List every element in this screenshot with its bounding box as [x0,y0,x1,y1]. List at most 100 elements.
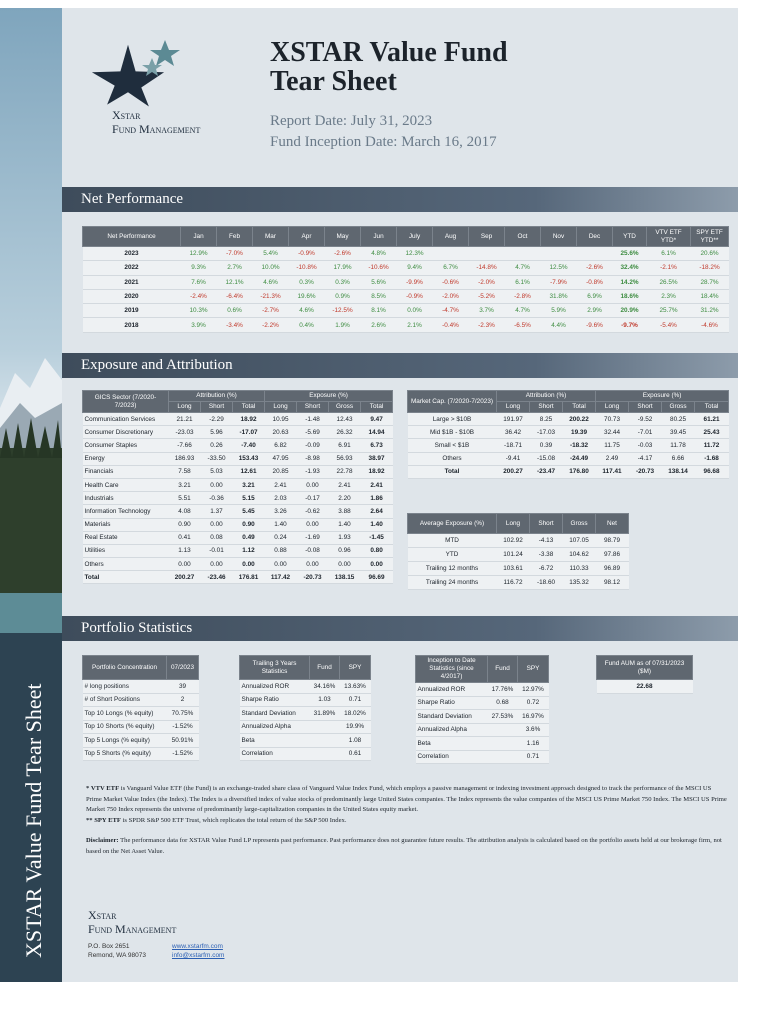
cell: 0.24 [264,531,297,545]
cell: -7.0% [216,246,253,262]
table-row: Mid $1B - $10B 36.42 -17.03 19.39 32.44 -7.01… [407,425,729,440]
row-label: Large > $10B [407,412,497,427]
header-cell: Mar [252,226,289,247]
footnote-text: is Vanguard Value ETF (the Fund) is an e… [86,785,727,813]
table-row: Annualized Alpha 19.9% [239,720,371,734]
cell: 0.00 [264,557,297,572]
header-row: Inception to Date Statistics (since 4/20… [415,655,549,683]
cell: 3.21 [168,478,201,493]
cell: 1.08 [339,733,371,748]
cell: -14.8% [468,260,505,276]
email-link[interactable]: info@xstarfm.com [172,952,225,959]
cell: -1.45 [360,531,393,545]
cell: 200.22 [562,412,596,427]
cell: -18.60 [529,575,563,590]
table-row: Real Estate 0.41 0.08 0.49 0.24 -1.69 1.93 -1.4… [82,531,393,545]
cell: 11.75 [595,438,629,453]
footnote-lead: * VTV ETF [86,785,120,792]
cell: 12.1% [216,275,253,290]
row-label: Correlation [239,747,310,761]
row-label: Top 5 Longs (% equity) [82,733,167,748]
cell: 20.63 [264,425,297,440]
title-line: Tear Sheet [270,66,397,97]
inception-date: Fund Inception Date: March 16, 2017 [270,134,497,150]
cell: 0.00 [200,478,233,493]
cell: 17.9% [324,260,361,276]
row-label: YTD [407,547,497,562]
cell: -0.09 [296,438,329,453]
cell: -6.72 [529,561,563,576]
data-table: Fund AUM as of 07/31/2023 ($M) 22.68 [596,655,693,694]
cell: -6.4% [216,289,253,305]
header-cell: Fund AUM as of 07/31/2023 ($M) [596,655,693,680]
cell: 8.5% [360,289,397,305]
cell: 96.69 [360,570,393,585]
table-body: Annualized ROR 34.16% 13.63% Sharpe Ratio 1.… [239,679,371,761]
cell: 14.94 [360,425,393,440]
table-row: Top 5 Shorts (% equity) -1.52% [82,747,199,761]
row-label: Top 10 Longs (% equity) [82,706,167,721]
table-row: Sharpe Ratio 1.03 0.71 [239,693,371,707]
cell: 22.78 [328,465,361,479]
cell: 101.24 [496,547,530,562]
cell: 10.3% [180,303,217,319]
cell: -8.98 [296,452,329,466]
cell: -4.7% [432,303,469,319]
cell: 135.32 [562,575,596,590]
cell: -24.49 [562,452,596,466]
cell: 6.82 [264,438,297,453]
cell: -5.4% [646,317,691,333]
cell: -21.3% [252,289,289,305]
cell: 50.91% [166,733,199,748]
cell: 0.80 [360,544,393,559]
cell: -23.47 [529,465,563,479]
logo-sub: Fund Management [112,122,201,136]
header-cell: Oct [504,226,541,247]
cell: 4.08 [168,504,201,519]
website-link[interactable]: www.xstarfm.com [172,943,223,950]
header-cell: 07/2023 [166,655,199,680]
footnote: * VTV ETF is Vanguard Value ETF (the Fun… [86,784,728,816]
header-cell: Total [694,401,730,413]
header-cell: Total [561,401,597,413]
table-row: Total 200.27 -23.46 176.81 117.42 -20.73 138.1… [82,570,393,585]
header-cell: Gross [328,401,362,413]
footer-links: www.xstarfm.com info@xstarfm.com [172,942,224,960]
table-row: 2023 12.9% -7.0% 5.4% -0.9% -2.6% 4.8% 12.3% 25.… [82,246,729,262]
cell: 0.41 [168,531,201,545]
row-label: Annualized Alpha [415,723,488,737]
row-label: Trailing 24 months [407,575,497,590]
table-row: Communication Services 21.21 -2.29 18.92 10.… [82,412,393,427]
header-cell: Fund [309,655,340,680]
cell: 0.00 [328,557,361,572]
cell: 34.16% [309,679,340,694]
cell: 200.27 [496,465,530,479]
disclaimer: Disclaimer: The performance data for XST… [86,836,728,857]
table-row: Annualized Alpha 3.6% [415,723,549,737]
cell: 12.3% [396,246,433,262]
header-cell: Dec [576,226,613,247]
row-label: Small < $1B [407,438,497,453]
row-label: Trailing 12 months [407,561,497,576]
cell: -1.48 [296,412,329,427]
cell: 0.90 [168,518,201,532]
header-cell: Aug [432,226,469,247]
header-cell: Fund [487,655,518,683]
cell: 96.89 [595,561,629,576]
row-label: Health Care [82,478,169,493]
cell: 10.95 [264,412,297,427]
cell: 9.3% [180,260,217,276]
data-table: Market Cap. (7/2020-7/2023) Attribution (… [407,390,730,479]
row-label: Standard Deviation [239,706,310,721]
cell [487,723,518,737]
cell: 32.44 [595,425,629,440]
cell: -1.93 [296,465,329,479]
cell: 2.3% [646,289,691,305]
row-label: 2021 [82,275,181,290]
data-table: Average Exposure (%) Long Short Gross Net MTD… [407,513,629,590]
cell: 0.68 [487,696,518,710]
row-label: Sharpe Ratio [239,693,310,707]
cell: 1.16 [517,736,549,751]
data-table: GICS Sector (7/2020-7/2023) Attribution (… [82,390,394,585]
cell: -7.9% [540,275,577,290]
